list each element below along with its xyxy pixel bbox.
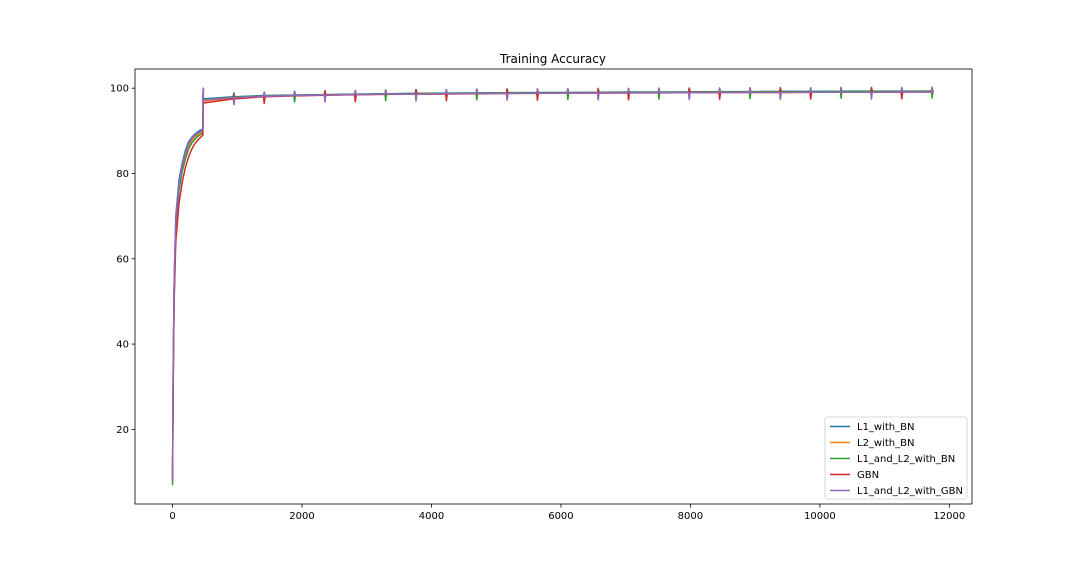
legend-label: L2_with_BN (857, 438, 915, 449)
series-line-l2-with-bn (171, 87, 934, 482)
x-tick-label: 2000 (289, 511, 314, 522)
legend-label: L1_and_L2_with_GBN (857, 486, 963, 497)
y-tick-label: 20 (116, 425, 129, 436)
x-tick-label: 0 (169, 511, 175, 522)
y-tick-label: 100 (110, 84, 129, 95)
x-tick-label: 12000 (933, 511, 965, 522)
series-line-l1-and-l2-with-bn (171, 86, 934, 486)
x-tick-label: 10000 (804, 511, 836, 522)
y-axis: 20 40 60 80 100 (110, 84, 135, 436)
y-tick-label: 60 (116, 254, 129, 265)
legend: L1_with_BN L2_with_BN L1_and_L2_with_BN GBN… (824, 416, 968, 500)
series-line-l1-and-l2-with-gbn (171, 87, 934, 482)
x-tick-label: 8000 (678, 511, 703, 522)
series-layer (171, 86, 934, 486)
x-tick-label: 6000 (548, 511, 573, 522)
x-axis: 0 2000 4000 6000 8000 10000 12000 (169, 504, 965, 522)
legend-box (824, 416, 968, 500)
series-line-l1-with-bn (171, 86, 934, 482)
y-tick-label: 40 (116, 340, 129, 351)
plot-frame (134, 68, 973, 505)
legend-label: GBN (857, 470, 879, 481)
y-tick-label: 80 (116, 169, 129, 180)
legend-label: L1_and_L2_with_BN (857, 454, 955, 465)
chart-title: Training Accuracy (499, 52, 606, 66)
x-tick-label: 4000 (419, 511, 444, 522)
legend-label: L1_with_BN (857, 422, 915, 433)
series-line-gbn (171, 87, 934, 478)
